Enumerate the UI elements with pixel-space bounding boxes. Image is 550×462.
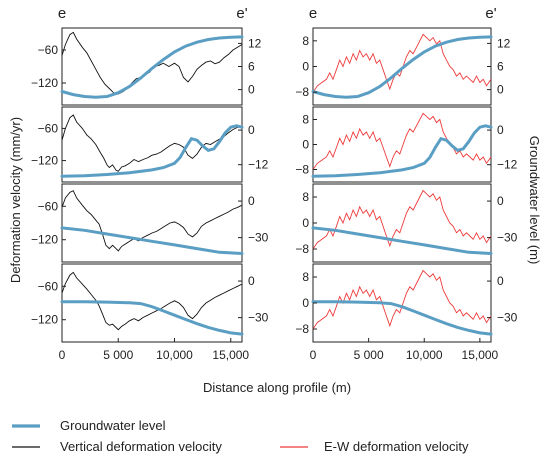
groundwater-line [311, 300, 493, 336]
groundwater-line [60, 300, 244, 336]
y-tick-label-left: −8 [295, 163, 309, 177]
y-tick-label-right: 0 [497, 83, 504, 97]
ew-deformation-line [312, 269, 492, 330]
panel-r1-right: 8 0 −8 12 6 0 [295, 27, 511, 106]
vertical-deformation-line [61, 31, 243, 95]
y-tick-label-right: 6 [248, 60, 255, 74]
legend: Groundwater level Vertical deformation v… [12, 418, 469, 454]
y-tick-label-right: −30 [248, 231, 269, 245]
y-axis-label-right: Groundwater level (m) [527, 136, 542, 265]
x-tick-label: 15,000 [212, 348, 249, 362]
y-tick-label-left: 8 [302, 34, 309, 48]
panel-r3-right: 8 0 −8 0 −30 [295, 183, 518, 263]
legend-label-vertical: Vertical deformation velocity [60, 439, 222, 454]
y-tick-label-right: 0 [248, 194, 255, 208]
legend-label-groundwater: Groundwater level [60, 418, 166, 433]
y-tick-label-left: −120 [31, 76, 58, 90]
groundwater-line [60, 124, 244, 178]
groundwater-line [60, 226, 244, 255]
profile-end-label-left: e' [236, 5, 247, 22]
panel-r2-right: 8 0 −8 0 −12 [295, 106, 518, 183]
y-tick-label-left: −60 [38, 121, 59, 135]
y-tick-label-right: −30 [248, 311, 269, 325]
panel-frame [61, 183, 243, 263]
x-tick-label: 10,000 [406, 348, 443, 362]
y-tick-label-left: 8 [302, 113, 309, 127]
groundwater-line [60, 35, 244, 99]
groundwater-line [311, 124, 493, 178]
y-tick-label-left: −8 [295, 322, 309, 336]
y-tick-label-right: 0 [248, 123, 255, 137]
y-tick-label-left: −60 [38, 43, 59, 57]
y-tick-label-right: −12 [497, 158, 518, 172]
groundwater-line [311, 35, 493, 99]
x-tick-label: 0 [59, 348, 66, 362]
panel-frame [61, 106, 243, 183]
vertical-deformation-line [61, 114, 243, 172]
y-tick-label-left: 0 [302, 138, 309, 152]
y-tick-label-right: −30 [497, 231, 518, 245]
y-tick-label-right: 0 [248, 83, 255, 97]
groundwater-line [311, 226, 493, 255]
x-tick-label: 10,000 [156, 348, 193, 362]
ew-deformation-line [312, 33, 492, 93]
y-tick-label-left: 0 [302, 60, 309, 74]
y-tick-label-left: 0 [302, 216, 309, 230]
panel-r3-left: −60 −120 0 −30 [31, 183, 269, 263]
y-tick-label-left: −60 [38, 199, 59, 213]
x-axis-label: Distance along profile (m) [203, 380, 351, 395]
y-tick-label-left: −8 [295, 242, 309, 256]
x-tick-label: 0 [310, 348, 317, 362]
y-tick-label-left: 8 [302, 270, 309, 284]
y-tick-label-right: −12 [248, 158, 269, 172]
y-tick-label-left: 0 [302, 296, 309, 310]
y-tick-label-right: 0 [497, 123, 504, 137]
y-tick-label-left: 8 [302, 190, 309, 204]
y-tick-label-right: 0 [248, 274, 255, 288]
y-tick-label-left: −120 [31, 233, 58, 247]
panel-r4-left: −60 −120 0 −30 0 5 000 10,000 15,000 [31, 263, 269, 362]
y-tick-label-left: −120 [31, 154, 58, 168]
y-tick-label-right: −30 [497, 311, 518, 325]
y-tick-label-right: 12 [248, 36, 262, 50]
vertical-deformation-line [61, 190, 243, 252]
profile-end-label-right: e' [485, 5, 496, 22]
panel-r1-left: −60 −120 12 6 0 [31, 27, 262, 106]
y-tick-label-right: 0 [497, 194, 504, 208]
legend-label-ew: E-W deformation velocity [324, 439, 469, 454]
y-tick-label-right: 0 [497, 274, 504, 288]
profile-start-label-right: e [309, 5, 317, 22]
ew-deformation-line [312, 189, 492, 250]
panel-r4-right: 80−80−300 5 000 10,000 15,000 [295, 263, 518, 362]
x-tick-label: 15,000 [462, 348, 499, 362]
y-tick-label-left: −8 [295, 85, 309, 99]
x-tick-label: 5 000 [103, 348, 133, 362]
ew-deformation-line [312, 112, 492, 170]
y-tick-label-right: 12 [497, 36, 511, 50]
y-tick-label-left: −120 [31, 313, 58, 327]
profile-start-label-left: e [58, 5, 66, 22]
x-tick-label: 5 000 [354, 348, 384, 362]
y-axis-label-left: Deformation velocity (mm/yr) [8, 117, 23, 283]
vertical-deformation-line [61, 271, 243, 331]
y-tick-label-left: −60 [38, 279, 59, 293]
y-tick-label-right: 6 [497, 60, 504, 74]
panel-r2-left: −60 −120 0 −12 [31, 106, 269, 183]
